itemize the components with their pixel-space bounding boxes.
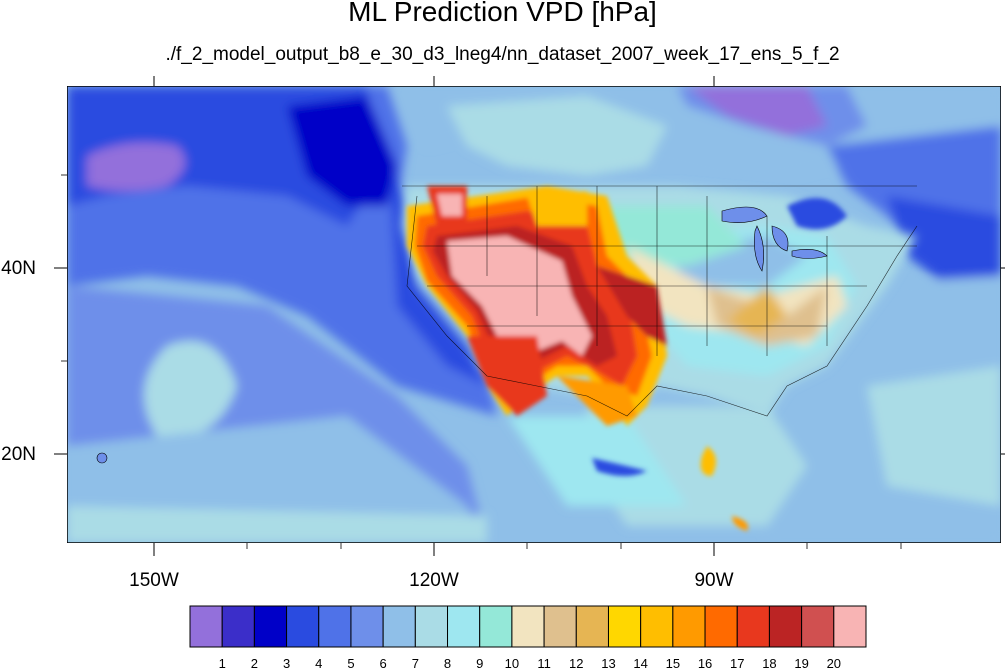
colorbar-level-label: 12	[569, 656, 584, 671]
colorbar-level-label: 9	[476, 656, 484, 671]
colorbar-swatch	[833, 605, 867, 648]
colorbar-level-label: 5	[347, 656, 355, 671]
colorbar-level-label: 6	[379, 656, 387, 671]
colorbar-swatch	[253, 605, 288, 648]
colorbar-swatch	[672, 605, 706, 648]
colorbar-swatch	[447, 605, 481, 648]
colorbar-swatch	[607, 605, 642, 648]
colorbar-level-label: 15	[665, 656, 681, 671]
colorbar-swatch	[382, 605, 416, 648]
colorbar-swatch	[640, 605, 674, 648]
lat-label-20n: 20N	[1, 444, 36, 465]
vpd-field-map	[67, 86, 1001, 543]
colorbar-swatch	[221, 605, 255, 648]
colorbar-swatch	[414, 605, 449, 648]
lon-label-90w: 90W	[694, 570, 734, 591]
colorbar-level-label: 19	[794, 656, 809, 671]
colorbar-level-label: 17	[730, 656, 745, 671]
colorbar-swatch	[704, 605, 738, 648]
lon-label-120w: 120W	[409, 570, 459, 591]
colorbar-swatch	[479, 605, 513, 648]
colorbar-level-label: 4	[315, 656, 323, 671]
colorbar-swatch	[286, 605, 320, 648]
colorbar-level-label: 13	[601, 656, 616, 671]
colorbar	[189, 605, 867, 648]
map-subtitle: ./f_2_model_output_b8_e_30_d3_lneg4/nn_d…	[165, 44, 840, 65]
colorbar-swatch	[189, 605, 223, 648]
colorbar-level-label: 10	[504, 656, 520, 671]
colorbar-swatch	[736, 605, 770, 648]
colorbar-level-label: 18	[762, 656, 777, 671]
colorbar-swatch	[511, 605, 545, 648]
colorbar-swatch	[350, 605, 384, 648]
lat-label-40n: 40N	[1, 258, 36, 279]
colorbar-level-label: 11	[537, 656, 551, 671]
colorbar-swatch	[543, 605, 577, 648]
colorbar-level-label: 3	[282, 656, 291, 671]
colorbar-labels: 1 2 3 4 5 6 7 8 9 10 11 12 13 14 15 16 17 18 19 20	[0, 656, 1005, 672]
map-plot-area	[67, 86, 1001, 543]
lon-label-150w: 150W	[129, 570, 179, 591]
colorbar-swatch	[575, 605, 609, 648]
colorbar-level-label: 7	[411, 656, 419, 671]
colorbar-swatch	[801, 605, 835, 648]
map-title: ML Prediction VPD [hPa]	[348, 0, 657, 27]
colorbar-level-label: 2	[250, 656, 258, 671]
colorbar-level-label: 1	[218, 656, 226, 671]
colorbar-level-label: 8	[443, 656, 452, 671]
colorbar-level-label: 20	[826, 656, 842, 671]
colorbar-swatch	[318, 605, 352, 648]
colorbar-swatch	[768, 605, 803, 648]
colorbar-level-label: 16	[697, 656, 713, 671]
colorbar-level-label: 14	[633, 656, 648, 671]
